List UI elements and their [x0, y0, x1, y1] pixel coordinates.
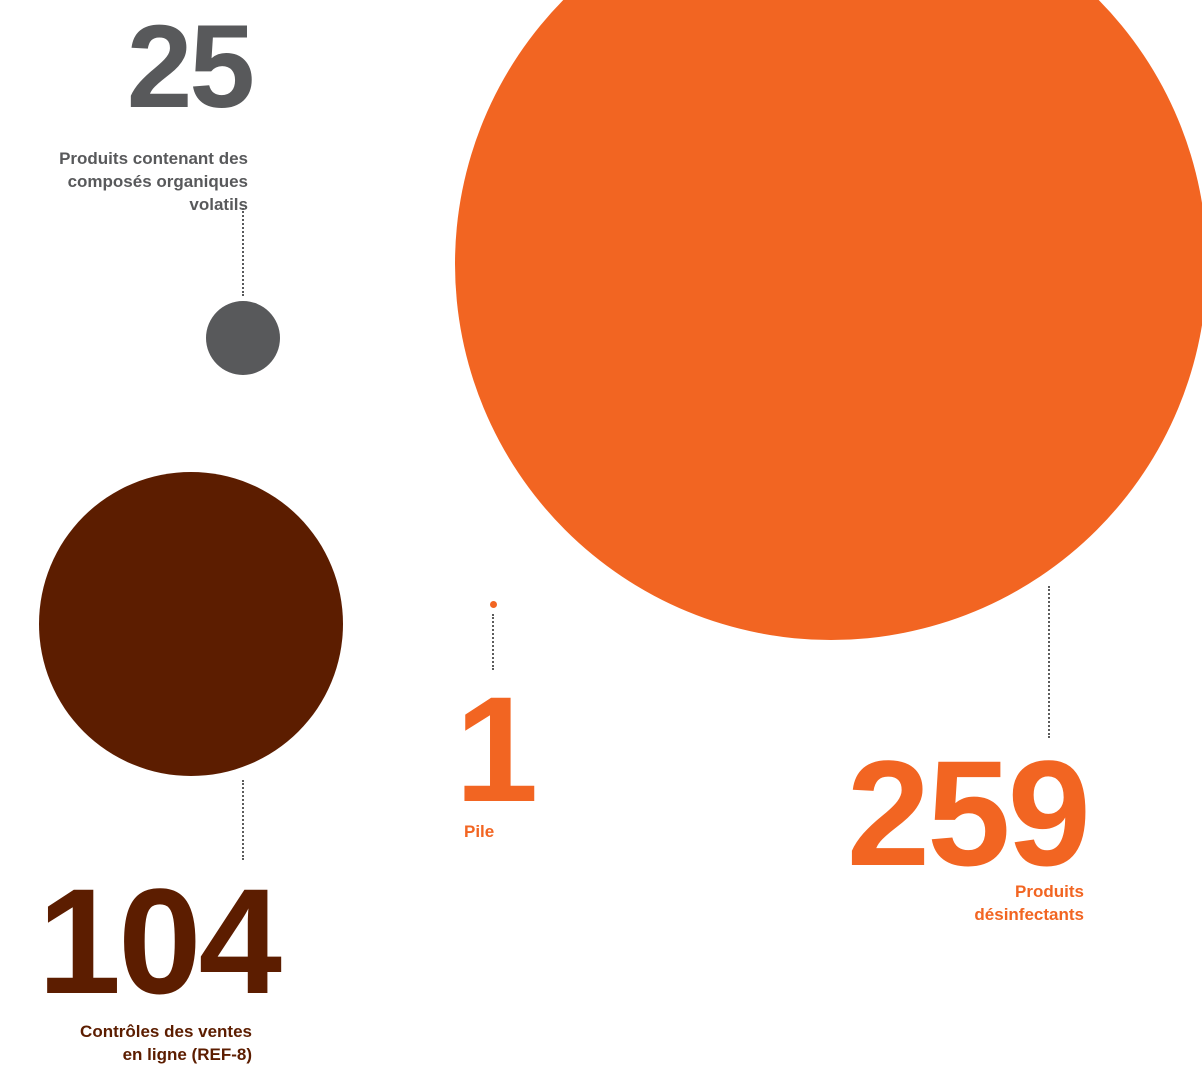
label-voc: Produits contenant des composés organiqu…: [59, 147, 248, 216]
label-online-sales: Contrôles des ventes en ligne (REF-8): [80, 1020, 252, 1066]
leader-online-sales: [242, 780, 244, 860]
label-disinfectants-line-2: désinfectants: [974, 905, 1084, 924]
label-voc-line-2: composés organiques: [67, 172, 248, 191]
label-online-sales-line-2: en ligne (REF-8): [122, 1045, 252, 1064]
label-voc-line-1: Produits contenant des: [59, 149, 248, 168]
bubble-voc: [206, 301, 280, 375]
value-voc: 25: [126, 1, 255, 133]
label-voc-line-3: volatils: [189, 195, 248, 214]
value-online-sales: 104: [37, 857, 282, 1025]
leader-disinfectants: [1048, 586, 1050, 738]
leader-battery: [492, 614, 494, 670]
label-disinfectants: Produits désinfectants: [974, 880, 1084, 926]
bubble-disinfectants: [455, 0, 1202, 640]
label-online-sales-line-1: Contrôles des ventes: [80, 1022, 252, 1041]
bubble-battery: [490, 601, 497, 608]
value-battery: 1: [455, 665, 538, 833]
bubble-online-sales: [39, 472, 343, 776]
leader-voc: [242, 208, 244, 296]
label-battery: Pile: [464, 822, 495, 841]
label-disinfectants-line-1: Produits: [1015, 882, 1084, 901]
value-disinfectants: 259: [846, 729, 1091, 897]
